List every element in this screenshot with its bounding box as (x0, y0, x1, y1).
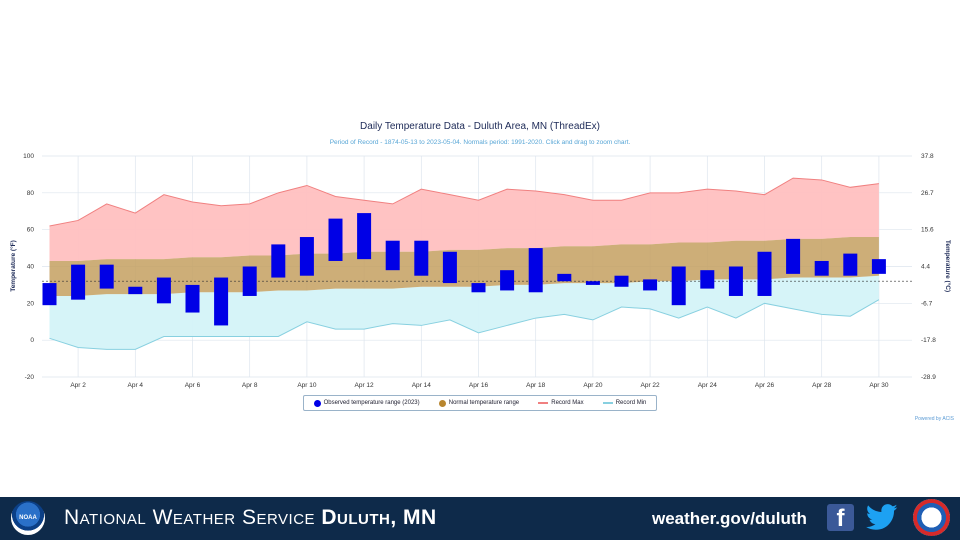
y-tick-label: 20 (27, 300, 35, 307)
legend-label-record-max: Record Max (551, 400, 584, 406)
observed-bar (500, 270, 515, 291)
y-tick-label: -20 (25, 374, 35, 381)
facebook-glyph: f (836, 505, 845, 532)
x-tick-label: Apr 8 (242, 382, 258, 389)
chart-legend: Observed temperature range (2023) Normal… (303, 395, 657, 411)
y-tick-label-right: 4.4 (921, 264, 930, 271)
legend-item-normal[interactable]: Normal temperature range (438, 399, 520, 407)
x-tick-label: Apr 2 (70, 382, 86, 389)
twitter-icon[interactable] (866, 503, 898, 532)
observed-bar (728, 266, 743, 296)
observed-bar (71, 264, 86, 300)
credit-link[interactable]: Powered by ACIS (914, 416, 954, 422)
legend-item-record-max[interactable]: Record Max (538, 400, 584, 406)
legend-marker-record-min (602, 402, 613, 404)
twitter-bird-shape (866, 504, 898, 530)
record-max-area (49, 178, 879, 261)
x-tick-label: Apr 20 (583, 382, 603, 389)
observed-bar (700, 270, 715, 289)
observed-bar (414, 240, 429, 276)
y-tick-label-right: 37.8 (921, 153, 934, 160)
observed-bar (585, 281, 600, 285)
observed-bar (557, 273, 572, 282)
observed-bar (614, 275, 629, 287)
org-prefix: National Weather Service (64, 506, 316, 529)
org-office: Duluth, MN (321, 506, 437, 529)
record-min-line (49, 299, 880, 350)
noaa-logo-icon: NOAA (11, 501, 45, 535)
footer-bar: NOAA National Weather Service Duluth, MN… (0, 497, 960, 540)
x-tick-label: Apr 28 (812, 382, 832, 389)
y-tick-label: 80 (27, 190, 35, 197)
noaa-logo-text: NOAA (19, 515, 37, 521)
legend-marker-observed (313, 399, 321, 407)
y-tick-label-right: -17.8 (921, 337, 936, 344)
y-tick-label: 0 (30, 337, 34, 344)
record-max-line (49, 177, 879, 227)
x-tick-label: Apr 30 (869, 382, 889, 389)
y-tick-label: 100 (23, 153, 34, 160)
observed-bar (99, 264, 114, 289)
observed-bar (871, 259, 886, 274)
nws-logo-icon (913, 499, 950, 536)
x-tick-label: Apr 22 (641, 382, 661, 389)
x-tick-label: Apr 10 (297, 382, 317, 389)
legend-marker-normal (438, 399, 446, 407)
observed-bar (843, 253, 858, 276)
observed-bar (786, 238, 801, 274)
observed-bar (128, 286, 143, 295)
observed-bar (214, 277, 229, 326)
legend-label-normal: Normal temperature range (448, 400, 520, 406)
observed-bar (471, 283, 486, 293)
office-name: National Weather Service Duluth, MN (64, 506, 437, 530)
y-tick-label-right: -28.9 (921, 374, 936, 381)
observed-bar (814, 260, 829, 276)
legend-marker-record-max (538, 402, 549, 404)
observed-bar (528, 248, 543, 293)
legend-item-observed[interactable]: Observed temperature range (2023) (313, 399, 420, 407)
observed-bar (385, 240, 400, 271)
observed-bar (757, 251, 772, 296)
chart-subtitle: Period of Record - 1874-05-13 to 2023-05… (329, 139, 631, 146)
facebook-icon[interactable]: f (827, 504, 854, 532)
x-tick-label: Apr 16 (469, 382, 489, 389)
observed-bar (42, 283, 57, 306)
observed-bar (357, 213, 372, 260)
observed-bar (271, 244, 286, 278)
observed-bar (299, 237, 314, 276)
y-axis-title: Temperature (°F) (9, 240, 17, 292)
y-tick-label-right: 26.7 (921, 190, 934, 197)
y-tick-label-right: 15.6 (921, 227, 934, 234)
observed-bar (671, 266, 686, 306)
observed-bar (242, 266, 257, 296)
x-tick-label: Apr 6 (185, 382, 201, 389)
x-tick-label: Apr 18 (526, 382, 546, 389)
legend-item-record-min[interactable]: Record Min (602, 400, 647, 406)
y-axis-title-right: Temperature (°C) (944, 240, 952, 292)
observed-bar (156, 277, 171, 304)
legend-label-record-min: Record Min (615, 400, 647, 406)
x-tick-label: Apr 26 (755, 382, 775, 389)
x-tick-label: Apr 24 (698, 382, 718, 389)
x-tick-label: Apr 12 (355, 382, 375, 389)
x-tick-label: Apr 4 (128, 382, 144, 389)
record-min-area (49, 275, 879, 350)
chart-title: Daily Temperature Data - Duluth Area, MN… (360, 121, 600, 132)
x-tick-label: Apr 14 (412, 382, 432, 389)
observed-bar (643, 279, 658, 291)
observed-bar (442, 251, 457, 284)
temperature-chart[interactable]: -20 -28.9 0 -17.8 20 -6.7 40 4.4 60 15.6 80 26.7 100… (0, 112, 960, 422)
observed-bar (185, 284, 200, 313)
legend-label-observed: Observed temperature range (2023) (323, 400, 420, 406)
y-tick-label-right: -6.7 (921, 300, 933, 307)
y-tick-label: 40 (27, 264, 35, 271)
y-tick-label: 60 (27, 227, 35, 234)
website-url[interactable]: weather.gov/duluth (652, 509, 807, 528)
observed-bar (328, 218, 343, 261)
